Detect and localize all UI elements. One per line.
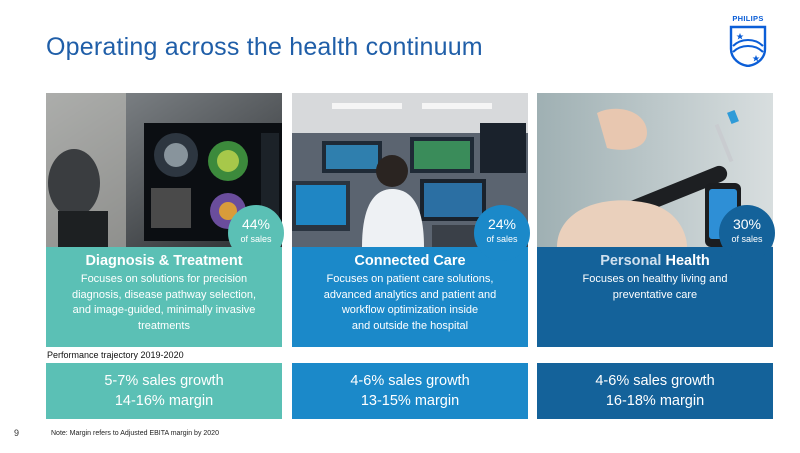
sales-share-badge: 30% of sales xyxy=(719,205,775,261)
panel-title: Connected Care xyxy=(354,253,466,269)
badge-percent: 44% xyxy=(241,216,271,232)
growth-margin: 14-16% margin xyxy=(114,393,214,409)
growth-sales: 5-7% sales growth xyxy=(104,373,224,389)
diagnosis-panel: Diagnosis & Treatment Focuses on solutio… xyxy=(46,247,282,347)
sales-share-badge: 44% of sales xyxy=(228,205,284,261)
panel-description: Focuses on solutions for precision diagn… xyxy=(46,272,282,334)
growth-margin: 13-15% margin xyxy=(360,393,460,409)
panel-title-part2: Health xyxy=(665,253,710,269)
slide-title: Operating across the health continuum xyxy=(46,33,483,61)
desc-line: treatments xyxy=(138,319,190,332)
logo-text: PHILIPS xyxy=(732,14,764,23)
growth-sales: 4-6% sales growth xyxy=(350,373,470,389)
desc-line: diagnosis, disease pathway selection, xyxy=(71,288,257,301)
growth-box: 4-6% sales growth 13-15% margin xyxy=(292,363,528,419)
desc-line: Focuses on healthy living and xyxy=(582,273,728,285)
panel-title-part1: Personal xyxy=(600,253,662,269)
badge-percent: 30% xyxy=(732,216,762,232)
panel-title: Diagnosis & Treatment xyxy=(85,253,243,269)
page-number: 9 xyxy=(14,428,20,438)
footnote: Note: Margin refers to Adjusted EBITA ma… xyxy=(51,430,219,437)
badge-percent: 24% xyxy=(487,216,517,232)
growth-box: 4-6% sales growth 16-18% margin xyxy=(537,363,773,419)
desc-line: preventative care xyxy=(612,288,698,301)
personal-health-panel: Personal Health Focuses on healthy livin… xyxy=(537,247,773,347)
connected-care-panel: Connected Care Focuses on patient care s… xyxy=(292,247,528,347)
badge-sub: of sales xyxy=(240,234,272,244)
desc-line: workflow optimization inside xyxy=(341,304,479,316)
growth-box: 5-7% sales growth 14-16% margin xyxy=(46,363,282,419)
desc-line: Focuses on patient care solutions, xyxy=(326,273,494,285)
desc-line: advanced analytics and patient and xyxy=(323,288,497,301)
sales-share-badge: 24% of sales xyxy=(474,205,530,261)
desc-line: Focuses on solutions for precision xyxy=(80,273,248,285)
growth-sales: 4-6% sales growth xyxy=(595,373,715,389)
philips-logo: PHILIPS xyxy=(725,14,771,70)
desc-line: and outside the hospital xyxy=(351,319,469,332)
panel-description: Focuses on healthy living and preventati… xyxy=(537,272,773,303)
panel-description: Focuses on patient care solutions, advan… xyxy=(292,272,528,334)
desc-line: and image-guided, minimally invasive xyxy=(72,304,256,316)
badge-sub: of sales xyxy=(731,234,763,244)
panel-title: Personal Health xyxy=(537,253,773,269)
shield-icon xyxy=(729,25,767,67)
growth-margin: 16-18% margin xyxy=(605,393,705,409)
performance-label: Performance trajectory 2019-2020 xyxy=(47,350,184,360)
badge-sub: of sales xyxy=(486,234,518,244)
